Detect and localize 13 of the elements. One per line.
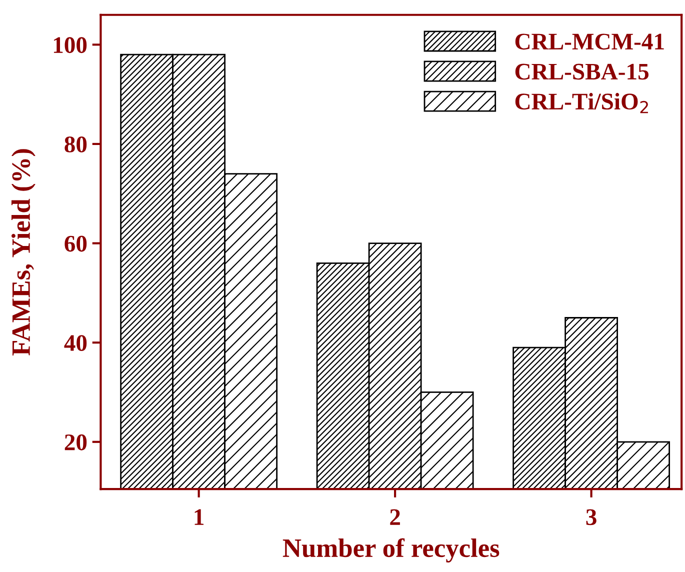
legend-label: CRL-MCM-41 [515,34,664,50]
legend-label: CRL-Ti/SiO$_{2}$ [515,92,648,114]
y-tick-label: 20 [64,434,87,450]
x-axis-title: Number of recycles [282,538,500,563]
y-tick-label: 40 [64,335,87,352]
y-axis-title: FAMEs, Yield (%) [11,149,36,356]
legend-label: CRL-SBA-15 [515,64,648,80]
y-tick-label: 100 [54,37,87,54]
y-tick-label: 80 [64,136,87,152]
x-tick-label: 1 [194,509,204,525]
x-tick-label: 3 [586,509,596,526]
x-tick-label: 2 [390,509,400,525]
y-tick-label: 60 [64,236,87,252]
